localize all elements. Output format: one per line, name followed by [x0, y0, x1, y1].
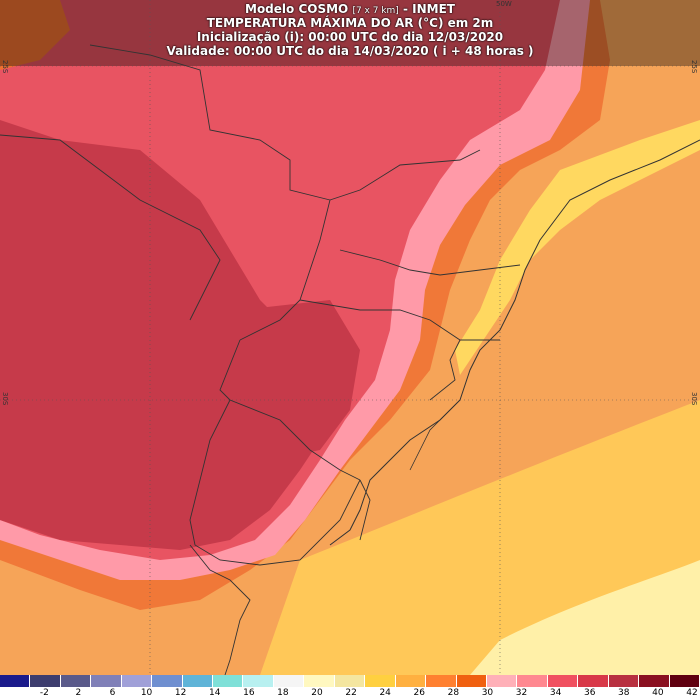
- legend-swatch: [486, 675, 518, 687]
- legend-tick-label: 36: [583, 688, 596, 698]
- legend-tick-label: 30: [481, 688, 494, 698]
- legend-swatch: [608, 675, 640, 687]
- land-hot-core: [0, 120, 330, 550]
- legend-swatch: [456, 675, 487, 687]
- lat-label-left-25s: 25S: [1, 60, 9, 74]
- legend-tick-label: 16: [243, 688, 255, 698]
- land-hot-east: [220, 300, 360, 460]
- legend-swatch: [182, 675, 214, 687]
- legend-swatch: [426, 675, 457, 687]
- legend-tick-label: 38: [618, 688, 630, 698]
- legend-swatch: [578, 675, 609, 687]
- model-resolution: [7 x 7 km]: [352, 6, 399, 16]
- legend-tick-label: 20: [311, 688, 323, 698]
- legend-tick-label: 24: [379, 688, 391, 698]
- legend-swatch: [91, 675, 122, 687]
- legend-tick-label: 28: [447, 688, 460, 698]
- model-name: Modelo COSMO: [245, 2, 349, 16]
- coastal-yellow-band: [455, 120, 700, 375]
- init-time: Inicialização (i): 00:00 UTC do dia 12/0…: [196, 30, 504, 44]
- lon-label-top: 50W: [496, 0, 512, 8]
- legend-swatch: [334, 675, 366, 687]
- legend-swatch: [213, 675, 244, 687]
- legend-swatch: [273, 675, 305, 687]
- legend-swatch: [639, 675, 670, 687]
- legend-tick-label: 40: [652, 688, 664, 698]
- legend-swatch: [152, 675, 183, 687]
- legend-swatch: [30, 675, 61, 687]
- legend-tick-label: 34: [549, 688, 562, 698]
- header-shade: [0, 0, 700, 66]
- legend-swatch: [547, 675, 579, 687]
- legend-tick-label: 12: [174, 688, 187, 698]
- legend-swatch: [395, 675, 427, 687]
- legend-swatch: [365, 675, 396, 687]
- nw-corner-cool: [0, 0, 70, 70]
- legend-swatch: [121, 675, 153, 687]
- legend-tick-label: 2: [75, 688, 82, 698]
- legend-swatch: [60, 675, 92, 687]
- graticule: [0, 0, 700, 675]
- legend-swatch: [669, 675, 700, 687]
- valid-time: Validade: 00:00 UTC do dia 14/03/2020 ( …: [166, 44, 534, 58]
- lagoon: [409, 399, 461, 471]
- legend-tick-label: 6: [109, 688, 116, 698]
- model-source: - INMET: [403, 2, 455, 16]
- boundaries: [0, 44, 521, 675]
- legend-tick-label: 26: [413, 688, 425, 698]
- legend-swatch: [243, 675, 274, 687]
- south-ocean-pale: [470, 560, 700, 675]
- legend-tick-label: 22: [345, 688, 357, 698]
- legend-tick-label: 32: [515, 688, 528, 698]
- lat-label-right-25s: 25S: [690, 60, 698, 74]
- legend-swatch: [517, 675, 548, 687]
- header-line-1: Modelo COSMO [7 x 7 km] - INMET: [0, 2, 700, 18]
- lat-label-right-30s: 30S: [690, 392, 698, 406]
- color-legend: -2 2 6 10 12 14 16 18 20 22 24 26 28 30 32 34 36 38 40 42: [0, 675, 700, 698]
- legend-tick-label: 14: [209, 688, 221, 698]
- lat-label-left-30s: 30S: [1, 392, 9, 406]
- legend-swatch: [0, 675, 31, 687]
- legend-tick-label: 10: [140, 688, 153, 698]
- legend-tick-label: 42: [686, 688, 698, 698]
- temperature-map-svg: [0, 0, 700, 675]
- legend-tick-label: 18: [277, 688, 289, 698]
- map-title: TEMPERATURA MÁXIMA DO AR (°C) em 2m: [206, 16, 494, 30]
- coastline: [329, 139, 700, 546]
- legend-tick-label: -2: [39, 688, 49, 698]
- legend-swatch: [304, 675, 335, 687]
